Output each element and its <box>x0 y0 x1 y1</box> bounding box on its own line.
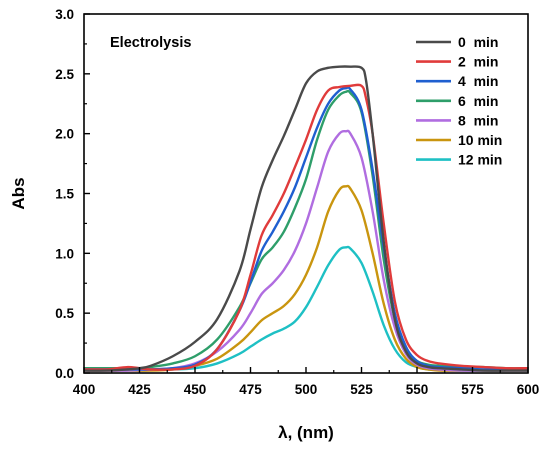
y-tick-label: 3.0 <box>55 7 74 22</box>
series-line <box>83 65 528 372</box>
series-line <box>83 245 528 372</box>
x-tick-label: 600 <box>517 382 540 397</box>
legend-label: 10 min <box>458 132 502 148</box>
y-tick-label: 1.5 <box>55 187 74 202</box>
y-tick-label: 2.0 <box>55 127 74 142</box>
x-tick-label: 475 <box>239 382 262 397</box>
y-tick-label: 0.0 <box>55 366 74 381</box>
x-tick-label: 550 <box>406 382 429 397</box>
x-axis-title: λ, (nm) <box>278 423 334 442</box>
y-tick-label: 0.5 <box>55 306 74 321</box>
x-tick-label: 450 <box>184 382 207 397</box>
legend-label: 0 min <box>458 34 498 50</box>
x-axis: 400 425 450 475 500 525 550 575 600 <box>73 367 540 397</box>
legend-label: 4 min <box>458 73 498 89</box>
x-tick-label: 400 <box>73 382 96 397</box>
x-tick-label: 425 <box>128 382 151 397</box>
x-tick-label: 575 <box>461 382 484 397</box>
series-line <box>83 184 528 372</box>
chart-annotation: Electrolysis <box>110 35 191 51</box>
y-tick-label: 1.0 <box>55 246 74 261</box>
y-tick-label: 2.5 <box>55 67 74 82</box>
y-axis-title: Abs <box>9 177 28 209</box>
series-line <box>83 83 529 371</box>
x-tick-label: 525 <box>350 382 373 397</box>
series-line <box>83 86 528 371</box>
legend: 0 min 2 min 4 min 6 min 8 min 10 min 12 min <box>416 34 502 168</box>
legend-label: 6 min <box>458 93 498 109</box>
x-tick-label: 500 <box>295 382 318 397</box>
legend-label: 2 min <box>458 54 498 70</box>
series-layer <box>83 65 529 372</box>
y-axis: 0.0 0.5 1.0 1.5 2.0 2.5 3.0 <box>55 7 90 381</box>
legend-label: 8 min <box>458 112 498 128</box>
legend-label: 12 min <box>458 152 502 168</box>
